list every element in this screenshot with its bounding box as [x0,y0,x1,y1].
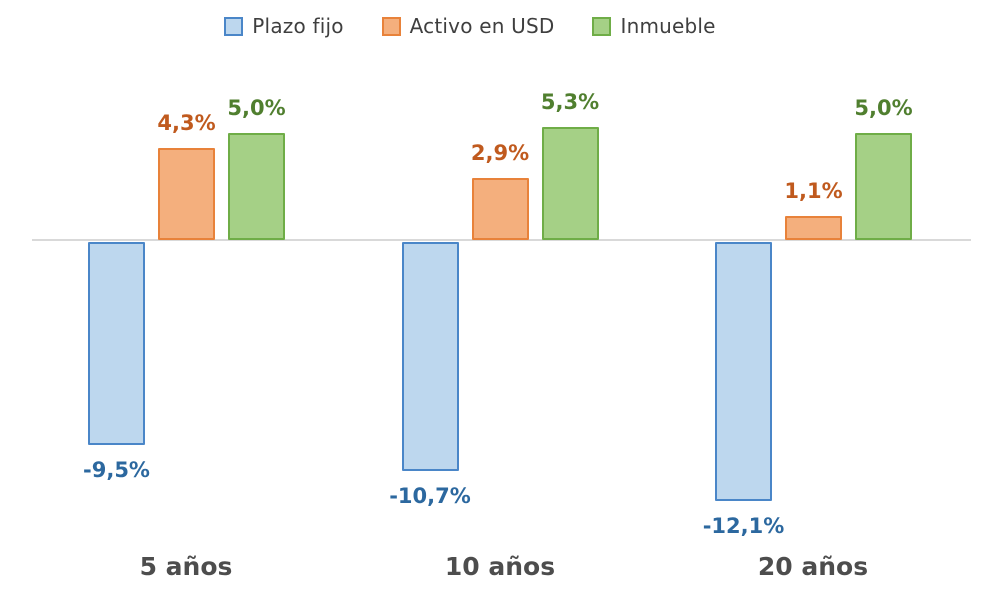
value-label-inmueble-20-a-os: 5,0% [854,96,913,120]
value-label-inmueble-5-a-os: 5,0% [227,96,286,120]
value-label-plazo-fijo-10-a-os: -10,7% [389,484,471,508]
zero-axis-line [32,239,971,241]
inmueble-swatch-icon [592,16,612,36]
category-label-5-anos: 5 años [139,552,233,581]
bar-plazo-fijo-10-a-os [401,242,459,471]
legend-item-plazo-fijo: Plazo fijo [224,14,343,38]
legend-item-activo-en-usd: Activo en USD [381,14,555,38]
plazo-fijo-swatch-icon [224,16,244,36]
category-label-10-anos: 10 años [444,552,556,581]
bar-inmueble-5-a-os [228,133,285,240]
category-label-20-anos: 20 años [757,552,869,581]
activo-en-usd-swatch-icon [381,16,401,36]
value-label-activo-en-usd-10-a-os: 2,9% [470,141,530,165]
legend-item-inmueble: Inmueble [592,14,715,38]
bar-activo-en-usd-10-a-os [471,178,529,240]
legend-label-activo-en-usd: Activo en USD [409,14,555,38]
bar-activo-en-usd-20-a-os [785,216,842,240]
legend-label-plazo-fijo: Plazo fijo [252,14,344,38]
value-label-inmueble-10-a-os: 5,3% [540,90,600,114]
bar-plazo-fijo-5-a-os [88,242,145,445]
bar-activo-en-usd-5-a-os [158,148,215,240]
bar-inmueble-20-a-os [855,133,912,240]
legend-label-inmueble: Inmueble [620,14,716,38]
value-label-activo-en-usd-5-a-os: 4,3% [157,111,216,135]
value-label-plazo-fijo-20-a-os: -12,1% [702,514,785,538]
value-label-activo-en-usd-20-a-os: 1,1% [784,179,843,203]
bar-inmueble-10-a-os [541,127,599,240]
chart-legend: Plazo fijo Activo en USD Inmueble [0,14,940,38]
value-label-plazo-fijo-5-a-os: -9,5% [83,458,150,482]
bar-plazo-fijo-20-a-os [715,242,772,501]
